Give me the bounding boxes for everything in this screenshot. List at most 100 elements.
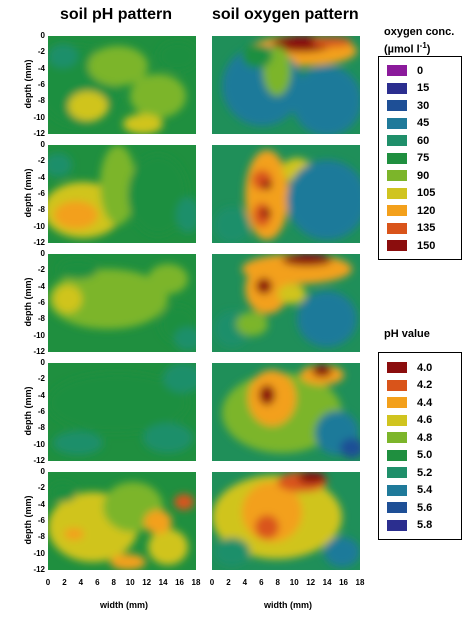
contour-region-1 bbox=[245, 150, 289, 240]
contour-region-6 bbox=[158, 41, 196, 71]
legend-label: 4.6 bbox=[417, 414, 433, 426]
contour-region-5 bbox=[261, 208, 271, 218]
legend-swatch bbox=[387, 502, 407, 513]
y-tick-label: -6 bbox=[37, 407, 45, 416]
x-tick-label: 6 bbox=[95, 578, 100, 587]
x-tick-label: 0 bbox=[45, 578, 51, 587]
contour-region-5 bbox=[278, 284, 306, 304]
y-tick-label: -2 bbox=[37, 47, 45, 57]
legend-entry: 45 bbox=[387, 116, 429, 131]
y-tick-label: 0 bbox=[40, 140, 45, 149]
legend-label: 4.0 bbox=[417, 361, 433, 374]
legend-entry: 60 bbox=[387, 133, 429, 148]
legend-label: 4.4 bbox=[417, 396, 433, 409]
y-tick-label: -2 bbox=[37, 265, 45, 275]
y-tick-label: -2 bbox=[37, 374, 45, 384]
legend-label: 30 bbox=[417, 99, 430, 112]
oxygen-heatmap-panel-4 bbox=[212, 363, 360, 461]
legend-entry: 0 bbox=[387, 63, 423, 78]
y-tick-label: 0 bbox=[40, 467, 45, 476]
y-tick-label: 0 bbox=[40, 358, 45, 367]
y-tick-label: -12 bbox=[33, 129, 45, 138]
contour-region-6 bbox=[48, 153, 72, 177]
contour-region-4 bbox=[130, 74, 186, 118]
legend-entry: 105 bbox=[387, 186, 435, 201]
y-tick-label: -4 bbox=[37, 281, 45, 291]
x-tick-label: 18 bbox=[355, 578, 365, 587]
heatmap-svg bbox=[48, 472, 196, 570]
legend-entry: 5.0 bbox=[387, 448, 432, 463]
y-tick-label: -8 bbox=[37, 205, 45, 215]
x-tick-label: 6 bbox=[259, 578, 264, 587]
legend-label: 150 bbox=[417, 239, 436, 252]
legend-swatch bbox=[387, 222, 407, 234]
y-tick-label: -8 bbox=[37, 423, 45, 433]
contour-region-5 bbox=[312, 365, 332, 377]
legend-entry: 15 bbox=[387, 81, 429, 96]
x-tick-label: 2 bbox=[226, 578, 231, 587]
contour-region-7 bbox=[340, 438, 360, 458]
y-tick-label: -10 bbox=[33, 548, 45, 558]
ph-legend-title: pH value bbox=[384, 328, 430, 340]
contour-region-6 bbox=[297, 291, 357, 347]
legend-entry: 5.8 bbox=[387, 518, 432, 533]
legend-swatch bbox=[387, 449, 407, 461]
y-tick-label: -6 bbox=[37, 516, 45, 525]
x-tick-label: 10 bbox=[125, 578, 135, 587]
x-tick-label: 0 bbox=[209, 578, 215, 587]
legend-entry: 4.0 bbox=[387, 360, 432, 375]
contour-region-6 bbox=[144, 510, 172, 534]
contour-region-5 bbox=[148, 529, 188, 565]
legend-label: 5.2 bbox=[417, 466, 433, 479]
heatmap-svg bbox=[212, 472, 360, 570]
y-tick-label: -10 bbox=[33, 112, 45, 122]
oxygen-legend-title: oxygen conc. (µmol l-1) bbox=[384, 26, 454, 57]
legend-swatch bbox=[387, 152, 407, 164]
legend-label: 120 bbox=[417, 204, 436, 217]
y-axis-label: depth (mm) bbox=[23, 59, 33, 109]
legend-label: 0 bbox=[417, 64, 424, 77]
x-tick-label: 12 bbox=[306, 578, 316, 587]
legend-entry: 5.6 bbox=[387, 500, 432, 515]
legend-swatch bbox=[387, 65, 407, 76]
x-tick-label: 4 bbox=[242, 578, 248, 587]
legend-label: 60 bbox=[417, 134, 430, 147]
heatmap-svg bbox=[212, 363, 360, 461]
contour-region-7 bbox=[287, 160, 360, 240]
contour-region-8 bbox=[214, 207, 250, 243]
legend-entry: 5.4 bbox=[387, 483, 432, 498]
y-tick-label: -12 bbox=[33, 347, 45, 356]
contour-region-5 bbox=[78, 393, 138, 433]
ph-heatmap-panel-2 bbox=[48, 145, 196, 243]
contour-region-3 bbox=[259, 385, 275, 405]
contour-region-7 bbox=[49, 482, 77, 502]
heatmap-svg bbox=[212, 145, 360, 243]
y-axis-label: depth (mm) bbox=[23, 386, 33, 436]
contour-region-5 bbox=[292, 66, 360, 134]
y-axis-label: depth (mm) bbox=[23, 277, 33, 327]
contour-region-7 bbox=[324, 537, 360, 567]
legend-swatch bbox=[387, 397, 407, 408]
y-tick-label: -12 bbox=[33, 565, 45, 574]
x-axis-label: width (mm) bbox=[264, 600, 312, 610]
contour-region-3 bbox=[68, 91, 108, 121]
legend-label: 105 bbox=[417, 187, 436, 199]
heatmap-svg bbox=[48, 254, 196, 352]
legend-swatch bbox=[387, 187, 407, 199]
y-tick-label: -10 bbox=[33, 330, 45, 340]
y-tick-label: -4 bbox=[37, 390, 45, 400]
contour-region-3 bbox=[143, 423, 193, 453]
legend-entry: 4.4 bbox=[387, 395, 432, 410]
contour-region-2 bbox=[54, 285, 82, 313]
legend-entry: 4.2 bbox=[387, 378, 432, 393]
legend-entry: 75 bbox=[387, 151, 429, 166]
y-axis-label: depth (mm) bbox=[23, 495, 33, 545]
contour-region-4 bbox=[174, 494, 194, 510]
x-tick-label: 12 bbox=[142, 578, 152, 587]
oxygen-heatmap-panel-5 bbox=[212, 472, 360, 570]
contour-region-4 bbox=[128, 155, 188, 235]
y-tick-label: -8 bbox=[37, 314, 45, 324]
legend-label: 5.6 bbox=[417, 501, 433, 514]
oxygen-legend-title-line2: (µmol l bbox=[384, 43, 420, 56]
legend-label: 4.8 bbox=[417, 431, 433, 444]
